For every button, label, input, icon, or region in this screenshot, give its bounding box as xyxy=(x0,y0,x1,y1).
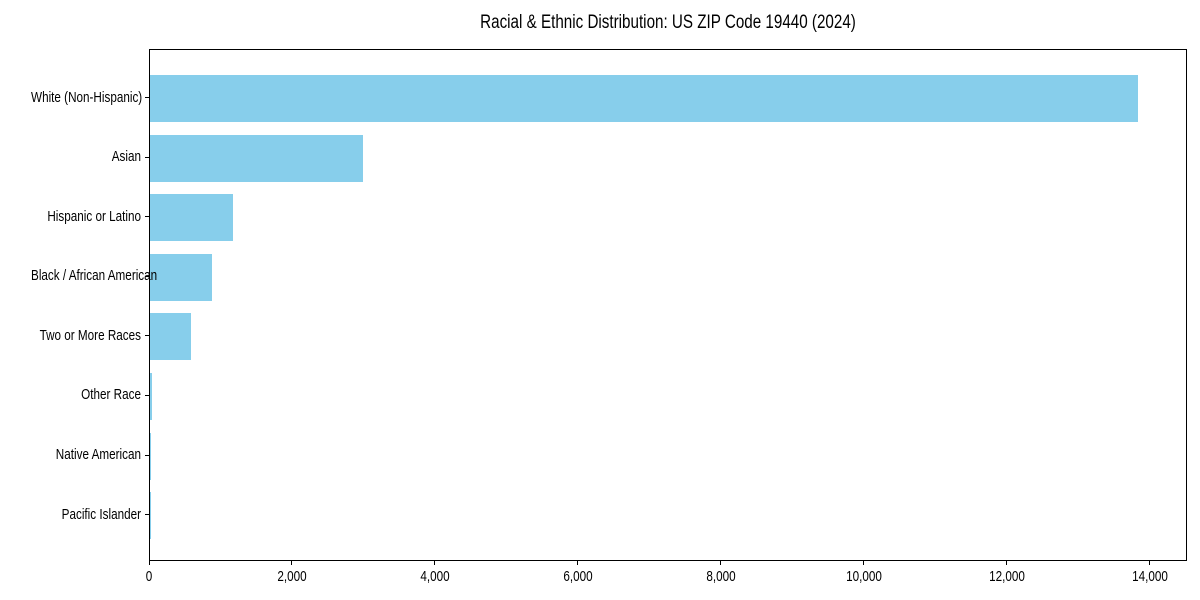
x-tick-10000 xyxy=(863,561,865,565)
x-tick-12000 xyxy=(1006,561,1008,565)
x-tick-2000 xyxy=(291,561,293,565)
x-tick-8000 xyxy=(720,561,722,565)
y-tick-asian xyxy=(145,156,149,158)
y-label-asian: Asian xyxy=(111,148,141,166)
x-label-0: 0 xyxy=(145,568,153,585)
chart-title: Racial & Ethnic Distribution: US ZIP Cod… xyxy=(480,12,856,33)
bar-asian xyxy=(150,134,363,182)
bar-black-african-american xyxy=(150,253,213,301)
y-label-native-american: Native American xyxy=(55,446,141,464)
y-tick-native-american xyxy=(145,454,149,456)
bar-other-race xyxy=(150,372,152,420)
x-label-6000: 6,000 xyxy=(563,568,593,585)
x-tick-6000 xyxy=(577,561,579,565)
x-tick-4000 xyxy=(434,561,436,565)
y-label-hispanic-or-latino: Hispanic or Latino xyxy=(47,207,141,225)
y-label-two-or-more-races: Two or More Races xyxy=(39,326,141,344)
y-label-black-african-american: Black / African American xyxy=(31,267,158,285)
y-tick-white-non-hispanic xyxy=(145,97,149,99)
y-label-other-race: Other Race xyxy=(81,386,141,404)
y-label-pacific-islander: Pacific Islander xyxy=(61,505,141,523)
plot-area xyxy=(149,49,1187,561)
x-label-2000: 2,000 xyxy=(277,568,307,585)
y-tick-black-african-american xyxy=(145,275,149,277)
bar-hispanic-or-latino xyxy=(150,194,234,242)
x-label-10000: 10,000 xyxy=(845,568,882,585)
bar-white-non-hispanic xyxy=(150,75,1138,123)
bar-two-or-more-races xyxy=(150,313,192,361)
y-tick-hispanic-or-latino xyxy=(145,216,149,218)
x-label-4000: 4,000 xyxy=(420,568,450,585)
x-tick-0 xyxy=(148,561,150,565)
y-tick-pacific-islander xyxy=(145,514,149,516)
y-tick-two-or-more-races xyxy=(145,335,149,337)
y-label-white-non-hispanic: White (Non-Hispanic) xyxy=(31,88,143,106)
bar-native-american xyxy=(150,432,151,480)
x-label-14000: 14,000 xyxy=(1131,568,1168,585)
x-label-12000: 12,000 xyxy=(988,568,1025,585)
y-tick-other-race xyxy=(145,394,149,396)
x-tick-14000 xyxy=(1149,561,1151,565)
x-label-8000: 8,000 xyxy=(706,568,736,585)
